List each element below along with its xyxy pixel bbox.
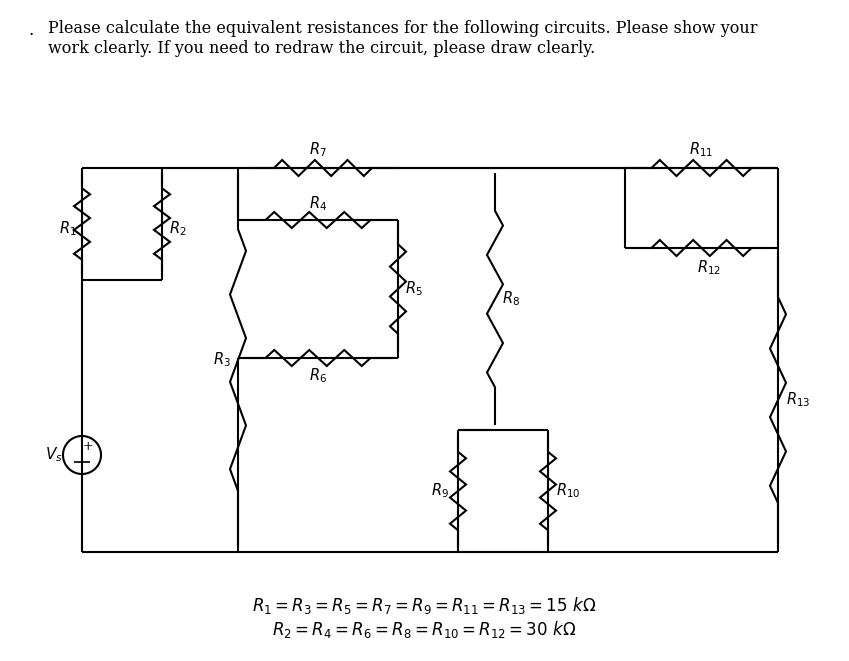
Text: $R_{13}$: $R_{13}$: [786, 391, 810, 409]
Text: $R_{11}$: $R_{11}$: [689, 141, 713, 159]
Text: $R_2 = R_4 = R_6 = R_8 = R_{10} = R_{12} = 30\ k\Omega$: $R_2 = R_4 = R_6 = R_8 = R_{10} = R_{12}…: [272, 619, 576, 641]
Text: $R_2$: $R_2$: [169, 219, 187, 239]
Text: $R_{10}$: $R_{10}$: [556, 482, 580, 500]
Text: $R_8$: $R_8$: [502, 290, 520, 308]
Text: Please calculate the equivalent resistances for the following circuits. Please s: Please calculate the equivalent resistan…: [48, 20, 757, 57]
Text: $R_9$: $R_9$: [431, 482, 449, 500]
Text: $R_1 = R_3 = R_5 = R_7 = R_9 = R_{11} = R_{13} = 15\ k\Omega$: $R_1 = R_3 = R_5 = R_7 = R_9 = R_{11} = …: [252, 594, 596, 615]
Text: +: +: [82, 440, 93, 453]
Text: $R_6$: $R_6$: [309, 367, 327, 385]
Text: $R_5$: $R_5$: [405, 280, 423, 298]
Text: $R_{12}$: $R_{12}$: [697, 258, 721, 278]
Text: $V_s$: $V_s$: [45, 446, 63, 464]
Text: $R_4$: $R_4$: [309, 194, 327, 214]
Text: $R_1$: $R_1$: [59, 219, 76, 239]
Text: $R_3$: $R_3$: [213, 350, 231, 369]
Text: $R_7$: $R_7$: [309, 141, 327, 159]
Text: .: .: [28, 22, 33, 39]
